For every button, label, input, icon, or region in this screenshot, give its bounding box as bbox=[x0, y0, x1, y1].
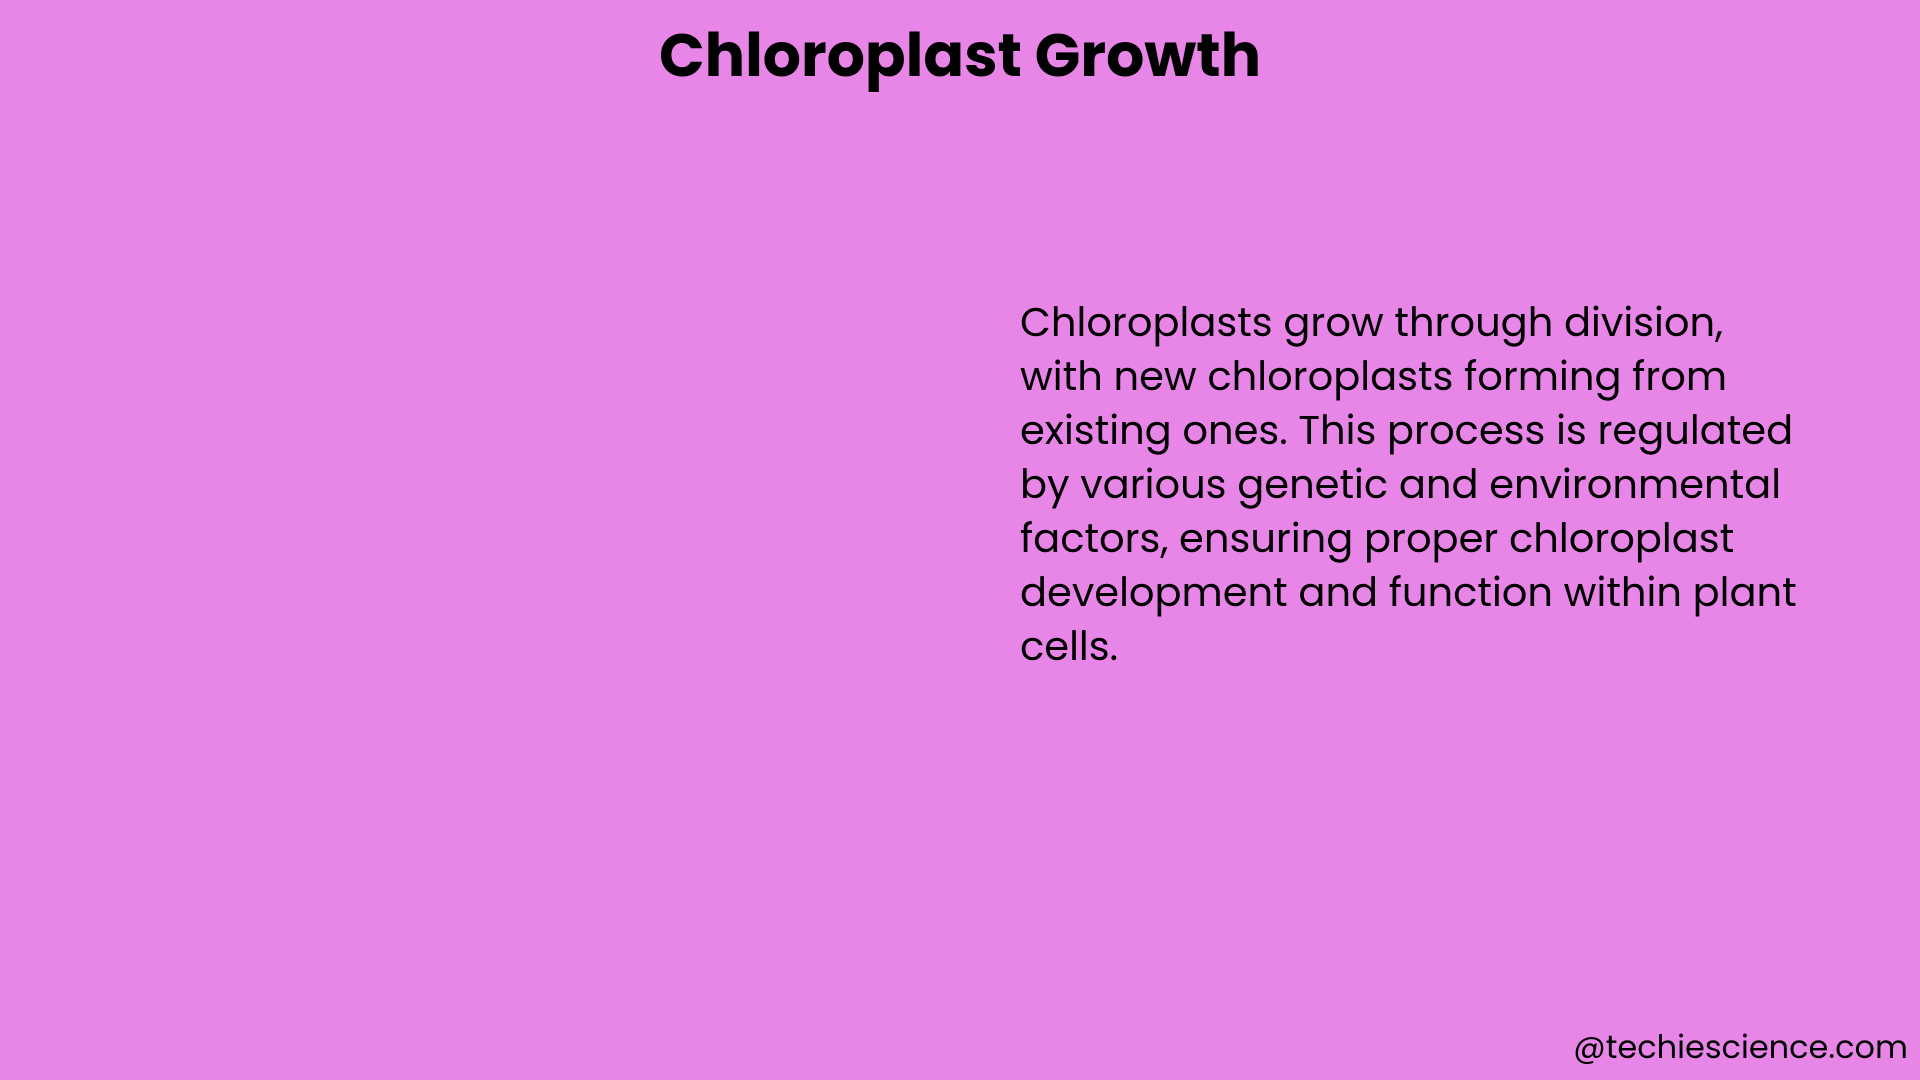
page-title: Chloroplast Growth bbox=[659, 10, 1261, 100]
body-paragraph: Chloroplasts grow through division, with… bbox=[1020, 295, 1810, 673]
attribution-text: @techiescience.com bbox=[1573, 1024, 1908, 1072]
